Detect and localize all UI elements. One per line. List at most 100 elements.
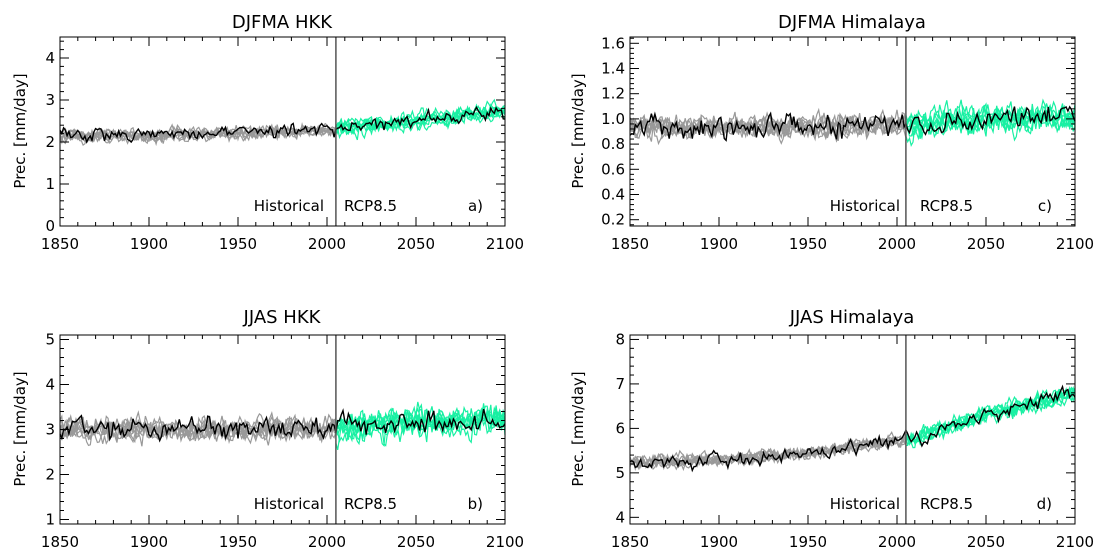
y-tick-label: 5 [615,464,625,482]
x-tick-label: 1850 [41,235,79,253]
x-tick-label: 2100 [486,533,524,551]
label-rcp85: RCP8.5 [344,495,397,513]
x-tick-label: 1900 [700,235,738,253]
y-tick-label: 4 [45,376,55,394]
x-tick-label: 1950 [219,235,257,253]
series-layer [629,384,1076,473]
label-rcp85: RCP8.5 [920,197,973,215]
x-tick-label: 1850 [41,533,79,551]
label-historical: Historical [254,197,324,215]
historical-ensemble-line [59,415,337,444]
y-tick-label: 1.4 [601,60,625,78]
y-tick-label: 3 [45,91,55,109]
y-tick-label: 1.2 [601,85,625,103]
y-tick-label: 8 [615,330,625,348]
y-axis-label: Prec. [mm/day] [11,73,29,188]
y-tick-label: 0.8 [601,135,625,153]
x-tick-label: 2050 [967,235,1005,253]
tick-layer: 1850 1900 1950 2000 2050 2100 0 1 2 3 4 [41,37,524,253]
y-tick-label: 4 [615,508,625,526]
y-tick-label: 7 [615,375,625,393]
plot-frame [629,36,1076,227]
x-tick-label: 1900 [130,533,168,551]
y-axis-label: Prec. [mm/day] [569,371,587,486]
rcp85-ensemble-line [905,389,1076,447]
label-rcp85: RCP8.5 [920,495,973,513]
series-layer [629,98,1076,148]
x-tick-label: 2000 [308,533,346,551]
tick-layer: 1850 1900 1950 2000 2050 2100 4 5 6 7 8 [611,330,1094,551]
rcp85-ensemble-line [335,105,506,141]
highlighted-member-line [629,384,1076,473]
panel-b: JJAS HKK Prec. [mm/day] 1850 1900 1950 2000… [11,307,524,551]
y-tick-label: 6 [615,419,625,437]
x-tick-label: 2000 [878,533,916,551]
x-tick-label: 2100 [1056,533,1094,551]
historical-ensemble-line [629,430,907,469]
panel-title: JJAS Himalaya [789,307,915,328]
series-layer [59,401,506,451]
tick-layer: 1850 1900 1950 2000 2050 2100 0.2 0.4 0.6 0.8 1.0 1… [601,34,1094,253]
x-tick-label: 1950 [789,533,827,551]
panel-title: DJFMA HKK [232,12,333,33]
y-tick-label: 5 [45,331,55,349]
y-axis-label: Prec. [mm/day] [11,371,29,486]
y-tick-label: 1 [45,175,55,193]
panel-letter: d) [1037,495,1052,513]
historical-ensemble-line [629,108,907,142]
x-tick-label: 1850 [611,235,649,253]
panel-a: DJFMA HKK Prec. [mm/day] 1850 1900 1950 200… [11,12,524,253]
y-tick-label: 0.4 [601,186,625,204]
highlighted-member-line [59,105,506,144]
y-tick-label: 0 [45,217,55,235]
x-tick-label: 2000 [308,235,346,253]
highlighted-member-line [629,105,1076,142]
y-tick-label: 1.0 [601,110,625,128]
y-tick-label: 0.2 [601,211,625,229]
y-tick-label: 3 [45,421,55,439]
y-tick-label: 1 [45,511,55,529]
rcp85-ensemble-line [335,408,506,451]
x-tick-label: 1850 [611,533,649,551]
y-tick-label: 4 [45,49,55,67]
highlighted-member-line [59,408,506,443]
panel-letter: a) [468,197,483,215]
panel-title: JJAS HKK [243,307,322,328]
label-historical: Historical [254,495,324,513]
label-historical: Historical [830,495,900,513]
plot-frame [629,334,1076,525]
x-tick-label: 1950 [789,235,827,253]
label-historical: Historical [830,197,900,215]
panel-letter: b) [468,495,483,513]
x-tick-label: 2050 [967,533,1005,551]
y-axis-label: Prec. [mm/day] [569,73,587,188]
panel-letter: c) [1038,197,1052,215]
x-tick-label: 1900 [130,235,168,253]
rcp85-ensemble-line [335,103,506,140]
x-tick-label: 1900 [700,533,738,551]
x-tick-label: 2100 [1056,235,1094,253]
historical-ensemble-line [629,109,907,142]
y-tick-label: 2 [45,133,55,151]
x-tick-label: 1950 [219,533,257,551]
x-tick-label: 2000 [878,235,916,253]
historical-ensemble-line [59,413,337,445]
y-tick-label: 2 [45,466,55,484]
x-tick-label: 2050 [397,533,435,551]
rcp85-ensemble-line [905,99,1076,137]
rcp85-ensemble-line [335,105,506,135]
tick-layer: 1850 1900 1950 2000 2050 2100 1 2 3 4 5 [41,331,524,552]
series-layer [59,98,506,147]
y-tick-label: 1.6 [601,34,625,52]
y-tick-label: 0.6 [601,160,625,178]
rcp85-ensemble-line [335,403,506,447]
panel-title: DJFMA Himalaya [778,12,926,33]
rcp85-ensemble-line [335,403,506,447]
panel-c: DJFMA Himalaya Prec. [mm/day] 1850 1900 19… [569,12,1094,253]
panel-d: JJAS Himalaya Prec. [mm/day] 1850 1900 195… [569,307,1094,551]
plot-frame [59,36,506,227]
x-tick-label: 2100 [486,235,524,253]
x-tick-label: 2050 [397,235,435,253]
label-rcp85: RCP8.5 [344,197,397,215]
